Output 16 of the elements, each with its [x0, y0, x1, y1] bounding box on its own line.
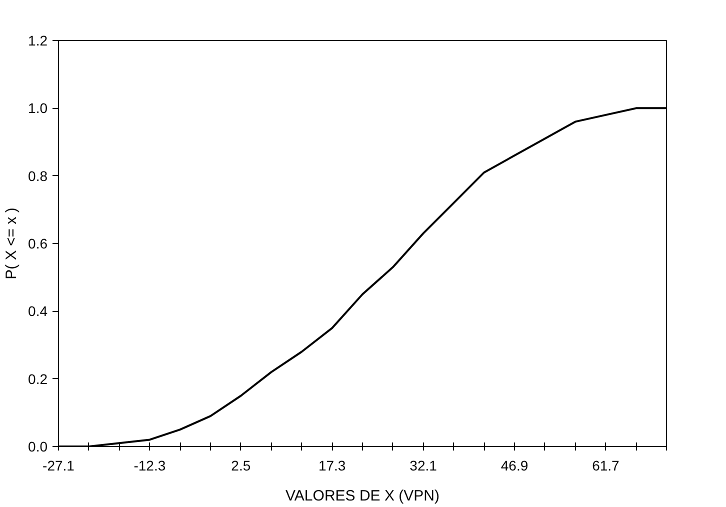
x-tick-label: 46.9	[500, 458, 528, 474]
x-tick-label: 2.5	[231, 458, 251, 474]
y-tick-label: 0.0	[28, 438, 48, 454]
x-tick-label: 61.7	[592, 458, 620, 474]
y-tick-label: 0.4	[28, 303, 48, 320]
x-tick-label: -27.1	[42, 458, 75, 474]
x-tick-label: 17.3	[318, 458, 346, 474]
y-tick-label: 1.2	[28, 32, 48, 48]
y-tick-label: 1.0	[28, 100, 48, 116]
y-tick-label: 0.6	[28, 236, 48, 252]
x-tick-label: -12.3	[134, 458, 166, 474]
y-axis-title: P( X <= x )	[3, 208, 20, 280]
x-tick-label: 32.1	[410, 458, 438, 474]
y-tick-label: 0.8	[28, 168, 48, 184]
x-axis-title: VALORES DE X (VPN)	[286, 488, 440, 504]
y-tick-label: 0.2	[28, 370, 48, 387]
